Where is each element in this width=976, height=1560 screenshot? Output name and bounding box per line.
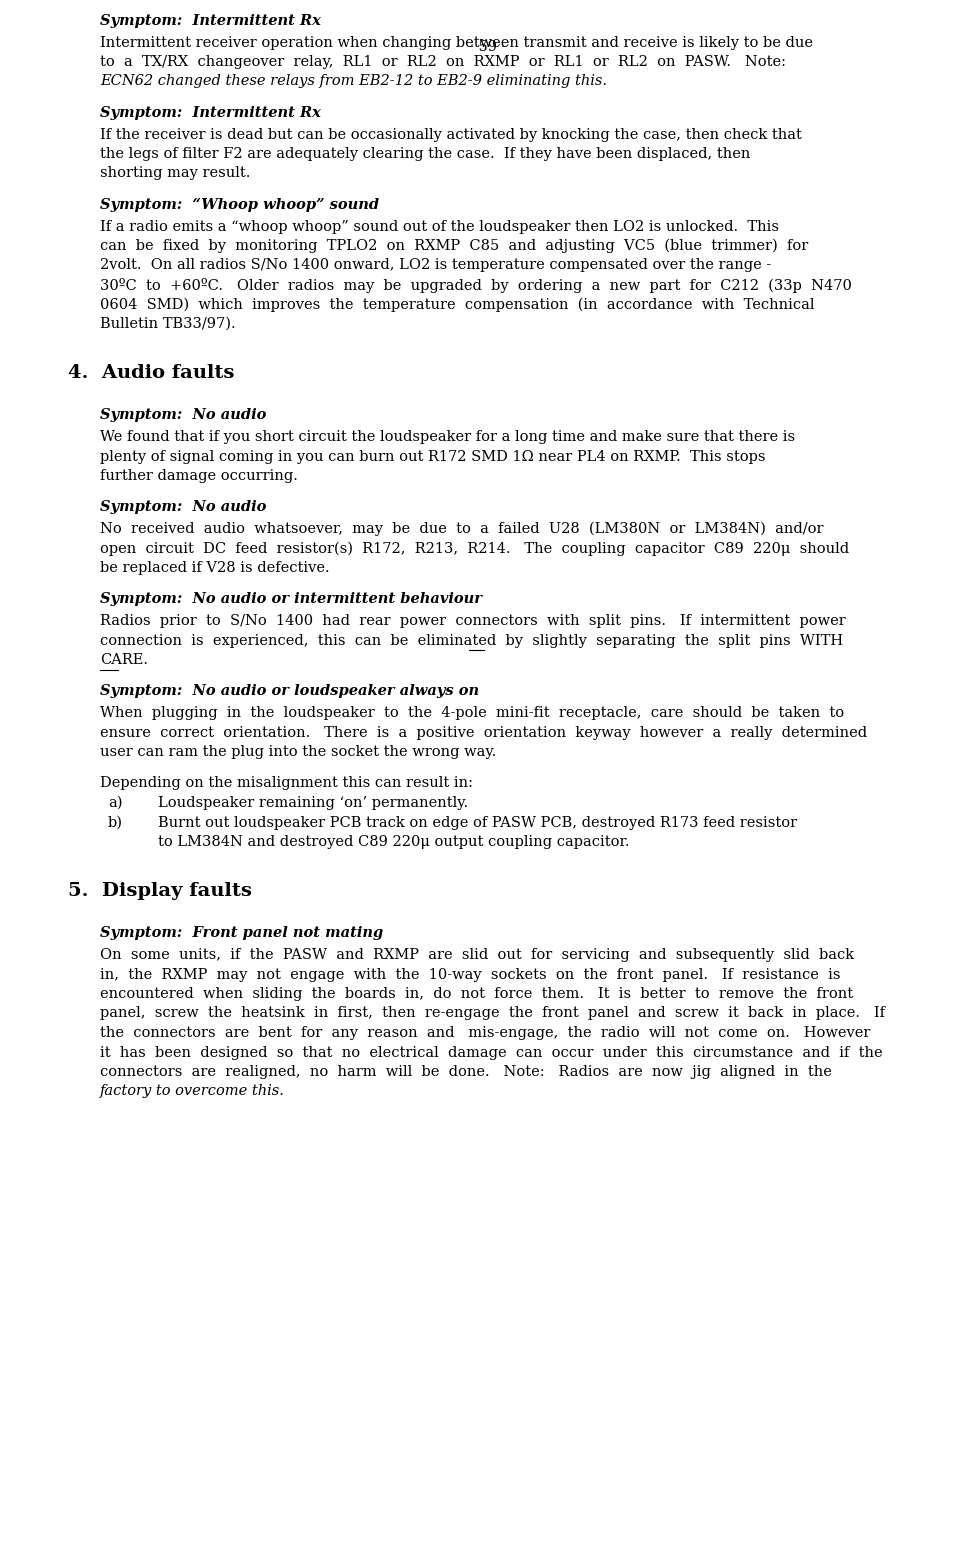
Text: 30ºC  to  +60ºC.   Older  radios  may  be  upgraded  by  ordering  a  new  part : 30ºC to +60ºC. Older radios may be upgra… [100,278,852,293]
Text: Symptom:  “Whoop whoop” sound: Symptom: “Whoop whoop” sound [100,198,379,212]
Text: panel,  screw  the  heatsink  in  first,  then  re-engage  the  front  panel  an: panel, screw the heatsink in first, then… [100,1006,885,1020]
Text: it  has  been  designed  so  that  no  electrical  damage  can  occur  under  th: it has been designed so that no electric… [100,1045,882,1059]
Text: When  plugging  in  the  loudspeaker  to  the  4-pole  mini-fit  receptacle,  ca: When plugging in the loudspeaker to the … [100,707,844,721]
Text: CARE.: CARE. [100,654,148,668]
Text: Symptom:  No audio or loudspeaker always on: Symptom: No audio or loudspeaker always … [100,685,479,699]
Text: plenty of signal coming in you can burn out R172 SMD 1Ω near PL4 on RXMP.  This : plenty of signal coming in you can burn … [100,449,765,463]
Text: Symptom:  Intermittent Rx: Symptom: Intermittent Rx [100,14,321,28]
Text: Symptom:  No audio or intermittent behaviour: Symptom: No audio or intermittent behavi… [100,593,482,607]
Text: encountered  when  sliding  the  boards  in,  do  not  force  them.   It  is  be: encountered when sliding the boards in, … [100,987,853,1002]
Text: to  a  TX/RX  changeover  relay,  RL1  or  RL2  on  RXMP  or  RL1  or  RL2  on  : to a TX/RX changeover relay, RL1 or RL2 … [100,55,786,69]
Text: Intermittent receiver operation when changing between transmit and receive is li: Intermittent receiver operation when cha… [100,36,813,50]
Text: No  received  audio  whatsoever,  may  be  due  to  a  failed  U28  (LM380N  or : No received audio whatsoever, may be due… [100,523,824,537]
Text: can  be  fixed  by  monitoring  TPLO2  on  RXMP  C85  and  adjusting  VC5  (blue: can be fixed by monitoring TPLO2 on RXMP… [100,239,808,253]
Text: further damage occurring.: further damage occurring. [100,470,298,484]
Text: connectors  are  realigned,  no  harm  will  be  done.   Note:   Radios  are  no: connectors are realigned, no harm will b… [100,1065,832,1080]
Text: shorting may result.: shorting may result. [100,167,251,181]
Text: If the receiver is dead but can be occasionally activated by knocking the case, : If the receiver is dead but can be occas… [100,128,802,142]
Text: connection  is  experienced,  this  can  be  eliminated  by  slightly  separatin: connection is experienced, this can be e… [100,633,843,647]
Text: open  circuit  DC  feed  resistor(s)  R172,  R213,  R214.   The  coupling  capac: open circuit DC feed resistor(s) R172, R… [100,541,849,555]
Text: 4.  Audio faults: 4. Audio faults [68,365,234,382]
Text: ECN62 changed these relays from EB2-12 to EB2-9 eliminating this.: ECN62 changed these relays from EB2-12 t… [100,75,607,89]
Text: a): a) [108,796,123,810]
Text: Symptom:  Intermittent Rx: Symptom: Intermittent Rx [100,106,321,120]
Text: Burnt out loudspeaker PCB track on edge of PASW PCB, destroyed R173 feed resisto: Burnt out loudspeaker PCB track on edge … [158,816,797,830]
Text: 5.  Display faults: 5. Display faults [68,883,252,900]
Text: - 59 -: - 59 - [469,41,507,55]
Text: 2volt.  On all radios S/No 1400 onward, LO2 is temperature compensated over the : 2volt. On all radios S/No 1400 onward, L… [100,259,771,273]
Text: We found that if you short circuit the loudspeaker for a long time and make sure: We found that if you short circuit the l… [100,431,795,445]
Text: in,  the  RXMP  may  not  engage  with  the  10-way  sockets  on  the  front  pa: in, the RXMP may not engage with the 10-… [100,967,840,981]
Text: ensure  correct  orientation.   There  is  a  positive  orientation  keyway  how: ensure correct orientation. There is a p… [100,725,867,739]
Text: Symptom:  No audio: Symptom: No audio [100,409,266,423]
Text: Depending on the misalignment this can result in:: Depending on the misalignment this can r… [100,777,473,791]
Text: the legs of filter F2 are adequately clearing the case.  If they have been displ: the legs of filter F2 are adequately cle… [100,147,751,161]
Text: user can ram the plug into the socket the wrong way.: user can ram the plug into the socket th… [100,746,496,760]
Text: b): b) [108,816,123,830]
Text: the  connectors  are  bent  for  any  reason  and   mis-engage,  the  radio  wil: the connectors are bent for any reason a… [100,1026,871,1041]
Text: to LM384N and destroyed C89 220μ output coupling capacitor.: to LM384N and destroyed C89 220μ output … [158,835,630,849]
Text: Radios  prior  to  S/No  1400  had  rear  power  connectors  with  split  pins. : Radios prior to S/No 1400 had rear power… [100,615,846,629]
Text: 0604  SMD)  which  improves  the  temperature  compensation  (in  accordance  wi: 0604 SMD) which improves the temperature… [100,298,815,312]
Text: Bulletin TB33/97).: Bulletin TB33/97). [100,317,235,331]
Text: On  some  units,  if  the  PASW  and  RXMP  are  slid  out  for  servicing  and : On some units, if the PASW and RXMP are … [100,948,854,963]
Text: factory to overcome this.: factory to overcome this. [100,1084,285,1098]
Text: Symptom:  Front panel not mating: Symptom: Front panel not mating [100,927,384,941]
Text: be replaced if V28 is defective.: be replaced if V28 is defective. [100,562,330,576]
Text: If a radio emits a “whoop whoop” sound out of the loudspeaker then LO2 is unlock: If a radio emits a “whoop whoop” sound o… [100,220,779,234]
Text: Loudspeaker remaining ‘on’ permanently.: Loudspeaker remaining ‘on’ permanently. [158,796,468,810]
Text: Symptom:  No audio: Symptom: No audio [100,501,266,515]
